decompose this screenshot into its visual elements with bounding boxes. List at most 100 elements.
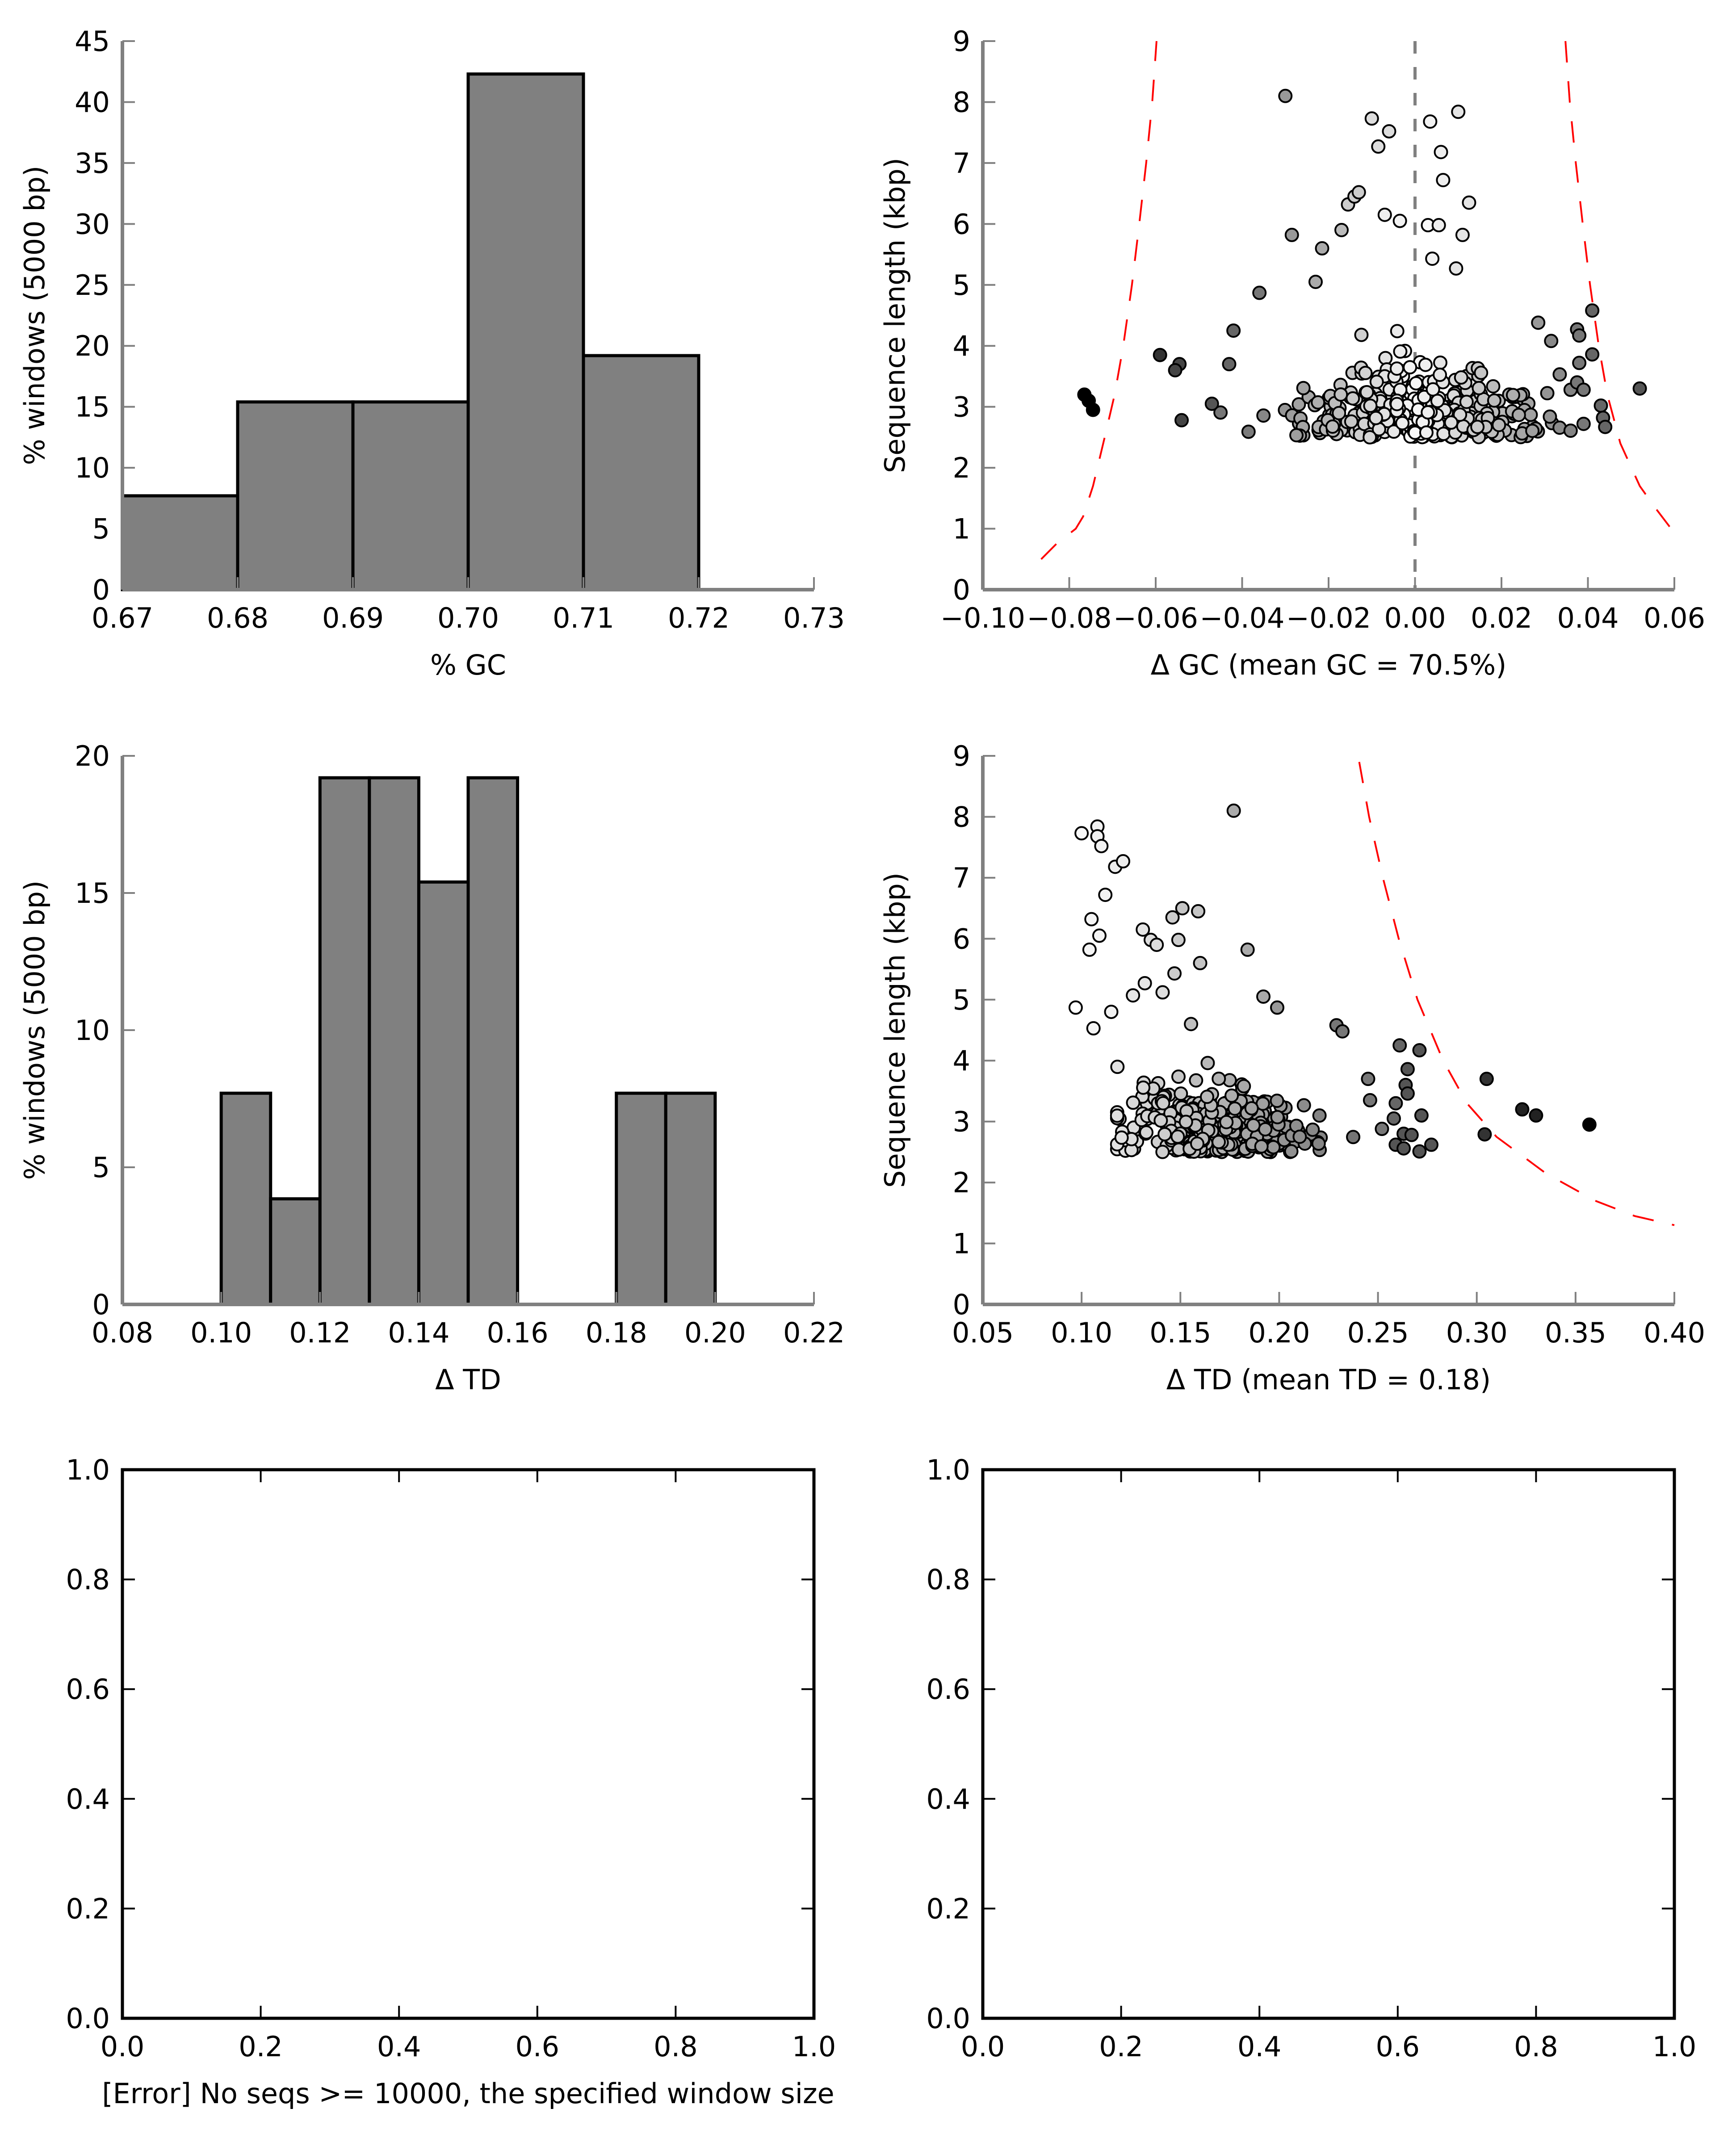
scatter-point xyxy=(1492,418,1506,432)
y-tick-label: 0 xyxy=(92,1288,110,1321)
y-tick-label: 20 xyxy=(75,740,110,772)
scatter-point xyxy=(1254,1139,1269,1154)
scatter-point xyxy=(1256,989,1271,1004)
y-tick-label: 0 xyxy=(953,574,970,606)
y-tick-label: 15 xyxy=(75,391,110,423)
scatter-point xyxy=(1149,937,1164,952)
y-tick-label: 2 xyxy=(953,1166,970,1199)
histogram-bar xyxy=(466,776,520,1306)
scatter-point xyxy=(1543,409,1557,424)
scatter-point xyxy=(1200,1056,1215,1070)
scatter-point xyxy=(1358,365,1373,380)
scatter-point xyxy=(1369,374,1384,389)
scatter-point xyxy=(1237,1079,1251,1094)
x-tick-label: 0.20 xyxy=(684,1316,746,1349)
scatter-point xyxy=(1174,1086,1188,1101)
y-tick-label: 0 xyxy=(92,574,110,606)
scatter-point xyxy=(1395,416,1410,431)
scatter-point xyxy=(1098,888,1113,902)
scatter-point xyxy=(1270,1094,1284,1108)
scatter-point xyxy=(1222,357,1237,372)
scatter-point xyxy=(1256,408,1271,423)
y-tick-label: 25 xyxy=(75,269,110,302)
scatter-point xyxy=(1430,394,1445,408)
x-tick-label: 1.0 xyxy=(792,2030,836,2063)
scatter-point xyxy=(1168,363,1182,377)
y-tick-label: 6 xyxy=(953,208,970,240)
y-tick-label: 2 xyxy=(953,452,970,484)
scatter-point xyxy=(1184,1017,1199,1031)
x-tick-label: 0.06 xyxy=(1644,602,1705,634)
scatter-point xyxy=(1092,928,1107,943)
x-tick-label: −0.04 xyxy=(1200,602,1285,634)
scatter-point xyxy=(1632,381,1647,396)
empty-right-panel: 0.0 0.2 0.4 0.6 0.8 1.0 0.0 0.2 0.4 0.6 0.8 1.0 xyxy=(926,1454,1696,2063)
x-tick-label: 0.05 xyxy=(952,1316,1014,1349)
scatter-point xyxy=(1278,88,1293,103)
scatter-point xyxy=(1126,1095,1141,1110)
y-tick-label: 1 xyxy=(953,513,970,545)
y-tick-label: 0.4 xyxy=(926,1783,970,1815)
scatter-point xyxy=(1459,394,1474,409)
scatter-point xyxy=(1418,357,1433,372)
scatter-point xyxy=(1363,430,1377,444)
scatter-point xyxy=(1511,407,1526,422)
scatter-point xyxy=(1572,356,1587,370)
scatter-point xyxy=(1479,1072,1494,1086)
scatter-point xyxy=(1363,1093,1377,1107)
y-axis-label: Sequence length (kbp) xyxy=(879,158,911,473)
scatter-point xyxy=(1388,1096,1403,1111)
scatter-point xyxy=(1392,214,1407,228)
scatter-point xyxy=(1153,1113,1168,1128)
x-tick-label: 0.0 xyxy=(101,2030,145,2063)
scatter-point xyxy=(1552,367,1567,382)
scatter-point xyxy=(1199,1090,1214,1104)
y-tick-label: 10 xyxy=(75,452,110,484)
scatter-point xyxy=(1409,376,1423,390)
scatter-point xyxy=(1116,854,1131,869)
x-tick-label: 0.04 xyxy=(1557,602,1619,634)
y-axis-label: % windows (5000 bp) xyxy=(18,880,51,1180)
scatter-point xyxy=(1241,424,1256,439)
scatter-point xyxy=(1346,1130,1361,1144)
scatter-point xyxy=(1190,1136,1204,1151)
y-tick-label: 1.0 xyxy=(66,1454,110,1486)
scatter-point xyxy=(1292,1129,1307,1144)
scatter-point xyxy=(1396,1141,1411,1156)
scatter-point xyxy=(1364,111,1379,126)
scatter-point xyxy=(1371,139,1386,154)
y-tick-label: 45 xyxy=(75,25,110,58)
scatter-point xyxy=(1392,1038,1407,1053)
scatter-point xyxy=(1104,1005,1119,1019)
y-tick-label: 0.8 xyxy=(66,1564,110,1596)
scatter-point xyxy=(1224,1088,1239,1103)
scatter-point xyxy=(1382,124,1396,138)
scatter-point xyxy=(1226,803,1241,818)
y-tick-label: 7 xyxy=(953,862,970,894)
scatter-point xyxy=(1474,365,1489,380)
x-tick-label: 0.10 xyxy=(1051,1316,1112,1349)
y-tick-label: 0.2 xyxy=(926,1892,970,1925)
scatter-point xyxy=(1296,381,1311,395)
scatter-point xyxy=(1572,328,1587,343)
scatter-point xyxy=(1252,285,1267,300)
scatter-point xyxy=(1258,1122,1273,1137)
scatter-point xyxy=(1167,966,1182,981)
x-tick-label: 0.8 xyxy=(654,2030,698,2063)
x-tick-label: 0.02 xyxy=(1471,602,1532,634)
scatter-point xyxy=(1359,385,1374,399)
scatter-point xyxy=(1505,388,1520,402)
x-axis-label: [Error] No seqs >= 10000, the specified … xyxy=(102,2077,834,2110)
histogram-bar xyxy=(368,776,420,1306)
scatter-point xyxy=(1244,1101,1259,1115)
scatter-point xyxy=(1136,1080,1151,1095)
y-tick-label: 10 xyxy=(75,1014,110,1047)
scatter-point xyxy=(1390,324,1405,339)
scatter-point xyxy=(1114,1130,1129,1145)
scatter-point xyxy=(1454,370,1468,385)
x-tick-label: −0.06 xyxy=(1113,602,1198,634)
scatter-point xyxy=(1312,1108,1327,1123)
histogram-bar xyxy=(236,400,355,591)
gc-scatter-panel: −0.10 −0.08 −0.06 −0.04 −0.02 0.00 0.02 0.04 0.0… xyxy=(879,25,1705,681)
y-tick-label: 0 xyxy=(953,1288,970,1321)
